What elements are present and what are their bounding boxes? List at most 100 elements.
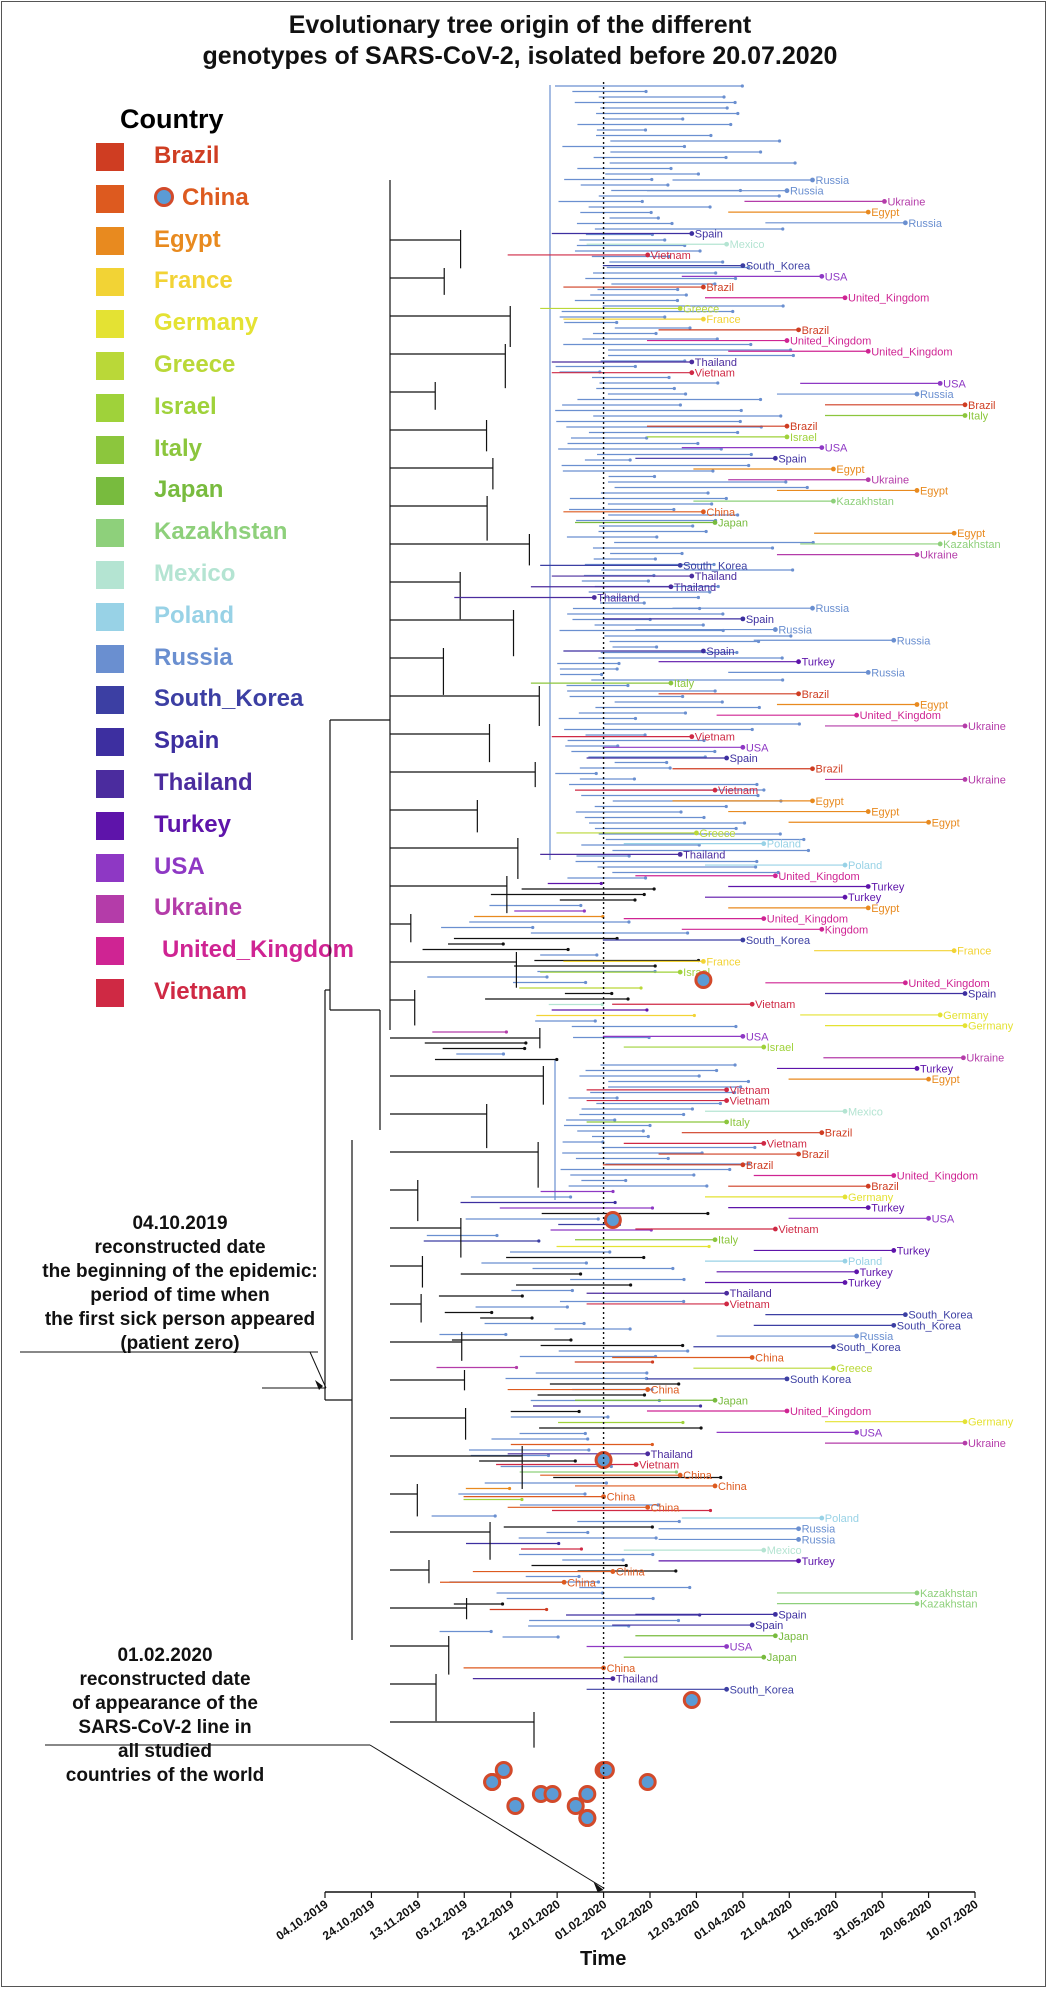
china-sample-marker (578, 1809, 597, 1827)
tip-node (633, 716, 638, 721)
tip-node (740, 744, 746, 750)
tip-node (712, 1397, 718, 1403)
tip-node (762, 788, 766, 792)
tip-node (746, 265, 751, 270)
tip-node (962, 777, 968, 782)
tip-node (914, 1601, 920, 1607)
tip-node (682, 1277, 686, 1282)
tip-label: Italy (730, 1117, 751, 1129)
legend-swatch (96, 686, 124, 715)
legend-label: China (154, 182, 249, 214)
tip-node (914, 391, 920, 397)
legend-label: Germany (154, 307, 258, 339)
tip-node (504, 1332, 508, 1337)
tip-node (644, 89, 648, 94)
tip-node (611, 1189, 615, 1194)
tip-node (725, 106, 729, 110)
legend-label: Russia (154, 642, 233, 674)
tip-node (902, 1312, 908, 1318)
tip-node (645, 1371, 649, 1375)
tip-node (712, 562, 716, 567)
legend-swatch (96, 770, 124, 798)
legend-label-text: Turkey (154, 810, 231, 838)
china-sample-marker (494, 1761, 513, 1779)
tip-node (865, 348, 871, 354)
tip-node (579, 903, 583, 908)
tip-node (714, 271, 718, 275)
tip-node (842, 1108, 848, 1114)
legend-label-text: Brazil (154, 142, 220, 169)
tip-node (690, 1107, 694, 1111)
tip-node (724, 804, 728, 809)
tip-label: Poland (767, 839, 801, 851)
tip-label: United_Kingdom (767, 914, 848, 926)
tip-node (960, 1055, 966, 1061)
tip-node (718, 1101, 723, 1106)
tip-node (615, 667, 619, 671)
legend-swatch (96, 561, 124, 589)
tip-node (951, 948, 957, 954)
tip-node (626, 997, 630, 1001)
tip-label: Egypt (871, 207, 899, 219)
tip-node (504, 1030, 508, 1034)
legend-label: France (154, 265, 233, 297)
tip-node (654, 331, 658, 336)
tip-node (796, 1537, 801, 1542)
tip-node (747, 1162, 751, 1166)
tip-label: Thailand (695, 357, 737, 369)
legend-label-text: Italy (154, 434, 203, 462)
legend-label-text: Mexico (154, 560, 236, 587)
tip-label: Russia (871, 667, 906, 679)
tip-node (530, 1316, 534, 1320)
tip-label: South Korea (790, 1374, 852, 1386)
legend-label: Ukraine (154, 892, 242, 924)
tip-label: China (567, 1577, 597, 1589)
tip-node (537, 1239, 541, 1243)
tip-node (670, 221, 674, 226)
tip-node (761, 1140, 767, 1146)
tip-node (724, 241, 730, 247)
tip-node (546, 1453, 551, 1458)
tip-node (615, 1096, 619, 1100)
legend-swatch (96, 728, 124, 757)
tip-node (781, 678, 785, 682)
tip-node (712, 520, 718, 525)
x-tick-label: 24.10.2019 (320, 1897, 377, 1943)
tip-label: Russia (860, 1331, 895, 1343)
tip-node (761, 841, 767, 847)
tip-node (796, 1558, 801, 1564)
tip-node (842, 1194, 848, 1200)
tip-node (601, 1494, 606, 1500)
tip-label: South_Korea (730, 1684, 795, 1696)
tip-node (724, 1098, 730, 1103)
note-line: period of time when (90, 1285, 270, 1306)
tip-node (865, 209, 871, 215)
tip-label: Kazakhstan (920, 1588, 977, 1600)
tip-label: Turkey (897, 1245, 931, 1257)
tip-node (626, 683, 630, 688)
legend-label-text: France (154, 267, 233, 295)
legend-label-text: Japan (154, 476, 224, 504)
tip-node (712, 1483, 718, 1489)
china-sample-marker (694, 971, 713, 989)
tip-label: Russia (908, 218, 943, 230)
arrowhead-icon (593, 1882, 604, 1892)
tip-label: Germany (943, 1010, 989, 1022)
tip-node (650, 1442, 654, 1447)
tip-node (747, 463, 751, 468)
tip-node (704, 529, 708, 534)
tip-label: Vietnam (639, 1460, 679, 1472)
tip-node (606, 1415, 610, 1419)
tip-label: Ukraine (968, 721, 1006, 733)
tip-label: Brazil (746, 1160, 774, 1172)
tip-node (819, 445, 825, 451)
tip-label: Japan (778, 1631, 808, 1643)
tip-node (724, 1686, 730, 1692)
tip-node (627, 854, 631, 858)
tip-node (604, 1481, 608, 1485)
tip-node (642, 892, 646, 897)
tip-node (674, 1569, 678, 1573)
tip-node (493, 1514, 497, 1518)
tip-label: Spain (730, 753, 758, 765)
tip-label: Brazil (816, 764, 844, 776)
